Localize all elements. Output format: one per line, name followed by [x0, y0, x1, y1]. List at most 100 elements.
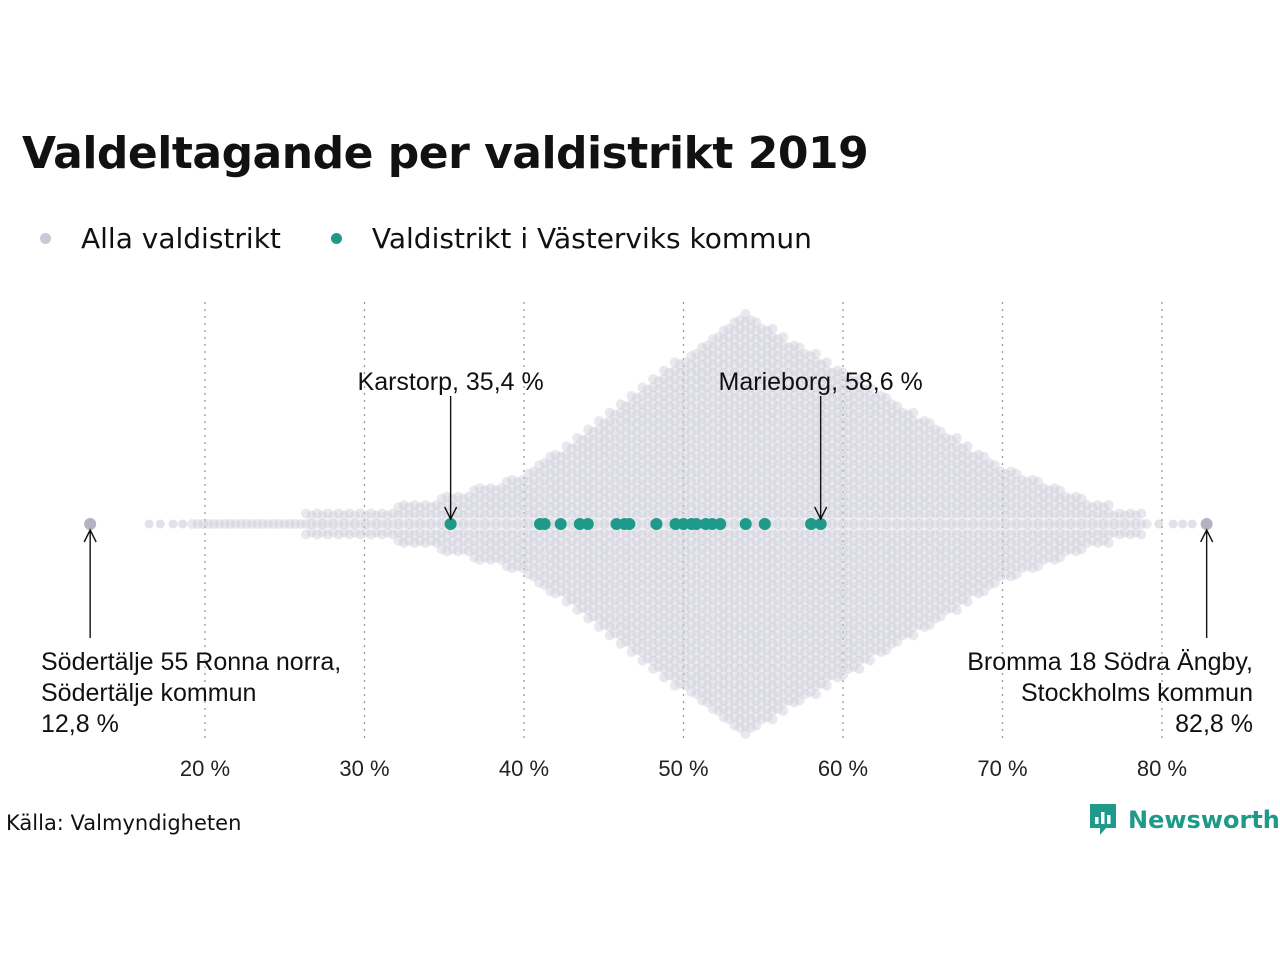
- district-point: [724, 697, 735, 708]
- district-point: [810, 466, 821, 477]
- district-point: [767, 407, 778, 418]
- district-point: [848, 594, 859, 605]
- district-point: [724, 605, 735, 616]
- district-point: [621, 401, 632, 412]
- district-point: [805, 678, 816, 689]
- district-point: [745, 332, 756, 343]
- district-point: [615, 588, 626, 599]
- district-point: [876, 563, 886, 574]
- district-point: [577, 561, 588, 571]
- district-point: [626, 630, 637, 641]
- district-point: [523, 527, 534, 538]
- district-point: [848, 519, 859, 529]
- district-point: [984, 554, 995, 565]
- district-point: [870, 535, 881, 546]
- district-point: [1098, 535, 1109, 546]
- x-tick-label: 20 %: [180, 756, 230, 781]
- district-point: [968, 468, 979, 479]
- district-point: [984, 466, 995, 477]
- district-point: [561, 563, 572, 574]
- district-point: [913, 493, 924, 504]
- district-point: [816, 594, 827, 605]
- district-point: [626, 588, 637, 599]
- district-point: [783, 535, 794, 546]
- district-point: [735, 390, 745, 401]
- district-point: [702, 596, 713, 607]
- district-point: [756, 407, 767, 418]
- district-point: [810, 382, 821, 393]
- district-point: [897, 432, 908, 443]
- district-point: [393, 502, 404, 513]
- district-point: [588, 460, 599, 471]
- district-point: [496, 519, 507, 529]
- district-point: [561, 474, 572, 485]
- district-point: [718, 670, 729, 681]
- district-point: [843, 500, 854, 511]
- district-point: [675, 367, 686, 378]
- district-point: [772, 477, 783, 487]
- brand-name: Newsworthy: [1128, 806, 1280, 834]
- district-point: [713, 458, 724, 469]
- district-point: [697, 409, 707, 420]
- district-point: [550, 474, 561, 485]
- district-point: [1065, 502, 1076, 513]
- district-point: [463, 500, 474, 511]
- district-point: [480, 485, 491, 496]
- district-point: [772, 460, 783, 471]
- district-point: [631, 426, 642, 437]
- district-point: [577, 451, 588, 462]
- district-point: [924, 477, 935, 487]
- district-point: [398, 508, 409, 519]
- district-point: [767, 416, 778, 427]
- district-point: [545, 544, 556, 555]
- district-point: [594, 605, 604, 616]
- district-point: [751, 477, 762, 487]
- district-point: [1000, 544, 1011, 555]
- district-point: [659, 449, 669, 460]
- district-point: [1087, 535, 1098, 546]
- district-point: [1017, 563, 1027, 574]
- district-point: [762, 334, 773, 345]
- district-point: [642, 636, 653, 647]
- district-point: [762, 653, 773, 664]
- district-point: [876, 588, 886, 599]
- district-point: [783, 603, 794, 613]
- district-point: [984, 579, 995, 590]
- district-point: [648, 647, 659, 658]
- district-point: [626, 432, 637, 443]
- district-point: [637, 571, 648, 582]
- district-point: [686, 535, 697, 546]
- district-point: [903, 527, 914, 538]
- district-point: [707, 678, 718, 689]
- district-point: [594, 579, 604, 590]
- annotation-label-line: Södertälje kommun: [41, 679, 256, 707]
- district-point: [756, 689, 767, 700]
- district-point: [886, 483, 897, 494]
- district-point: [968, 460, 979, 471]
- district-point: [707, 477, 718, 487]
- district-point: [729, 477, 740, 487]
- district-point: [772, 418, 783, 429]
- district-point: [827, 619, 838, 630]
- district-point: [865, 655, 876, 666]
- district-point: [659, 407, 669, 418]
- district-point: [886, 563, 897, 574]
- district-point: [995, 563, 1006, 574]
- district-point: [924, 577, 935, 588]
- district-point: [816, 367, 827, 378]
- district-point: [794, 569, 805, 580]
- district-point: [707, 502, 718, 513]
- district-point: [989, 468, 1000, 479]
- district-point: [485, 537, 496, 548]
- district-point: [594, 491, 604, 502]
- district-point: [360, 527, 371, 538]
- district-point: [827, 460, 838, 471]
- district-point: [691, 638, 702, 649]
- district-point: [610, 561, 621, 571]
- district-point: [523, 477, 534, 487]
- district-point: [1087, 527, 1098, 538]
- district-point: [735, 432, 745, 443]
- district-point: [962, 441, 973, 452]
- district-point: [772, 653, 783, 664]
- district-point: [306, 519, 317, 529]
